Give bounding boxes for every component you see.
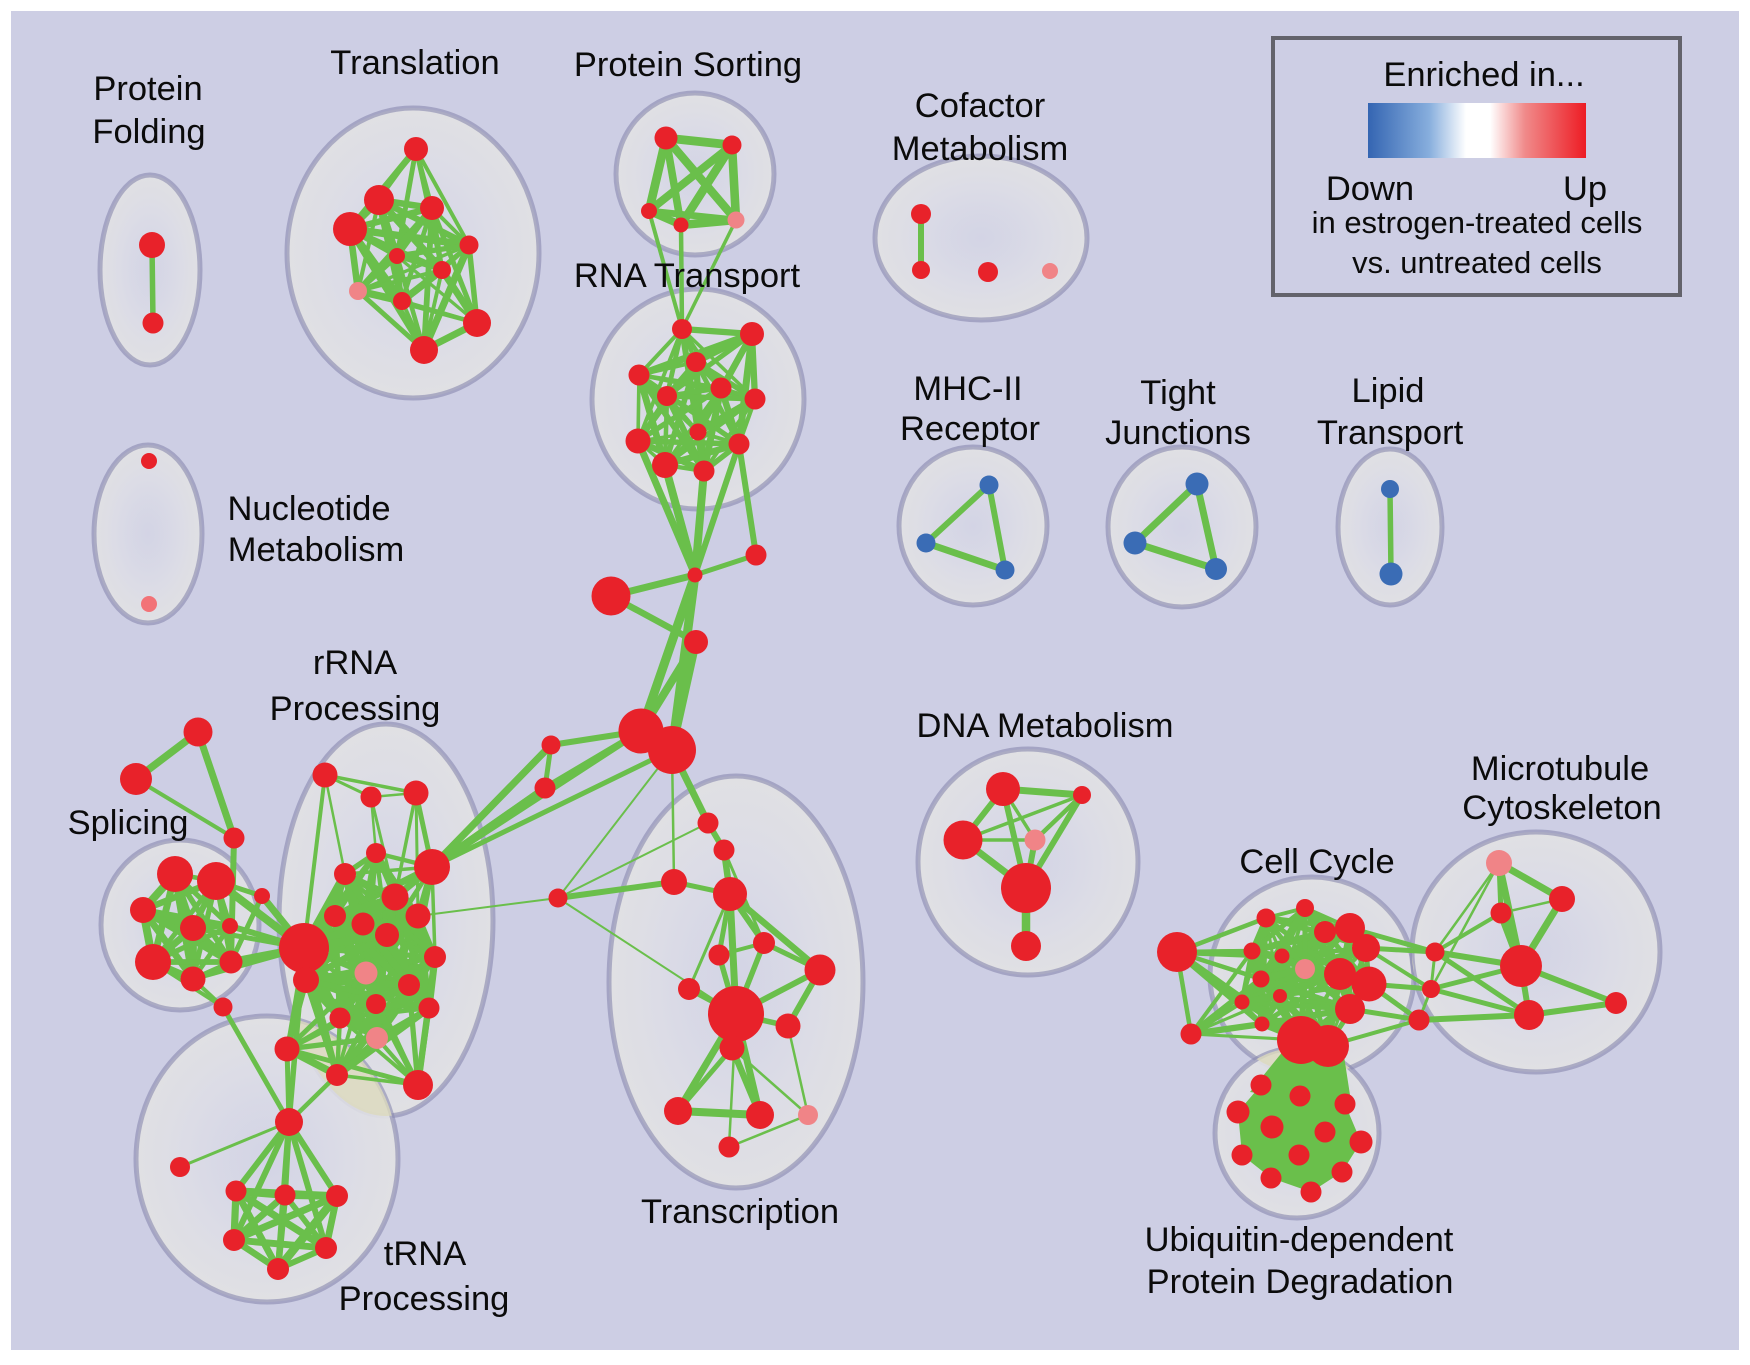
svg-text:Ubiquitin-dependent: Ubiquitin-dependent bbox=[1145, 1221, 1454, 1259]
svg-text:Splicing: Splicing bbox=[68, 804, 189, 842]
svg-text:Nucleotide: Nucleotide bbox=[227, 490, 390, 528]
svg-text:Metabolism: Metabolism bbox=[892, 130, 1068, 168]
svg-text:Protein Degradation: Protein Degradation bbox=[1147, 1263, 1454, 1301]
svg-text:Transcription: Transcription bbox=[641, 1193, 839, 1231]
svg-text:Processing: Processing bbox=[339, 1280, 510, 1318]
svg-text:Metabolism: Metabolism bbox=[228, 531, 404, 569]
svg-text:Microtubule: Microtubule bbox=[1471, 750, 1649, 788]
svg-text:DNA Metabolism: DNA Metabolism bbox=[917, 707, 1174, 745]
svg-text:vs. untreated cells: vs. untreated cells bbox=[1352, 245, 1602, 280]
svg-text:Folding: Folding bbox=[92, 113, 205, 151]
svg-text:tRNA: tRNA bbox=[384, 1235, 466, 1273]
svg-text:Down: Down bbox=[1326, 170, 1414, 208]
svg-text:Enriched in...: Enriched in... bbox=[1383, 56, 1584, 94]
svg-text:Cytoskeleton: Cytoskeleton bbox=[1462, 789, 1661, 827]
svg-text:Cell Cycle: Cell Cycle bbox=[1239, 843, 1394, 881]
svg-text:Translation: Translation bbox=[330, 44, 499, 82]
svg-text:Up: Up bbox=[1563, 170, 1607, 208]
svg-text:rRNA: rRNA bbox=[313, 644, 397, 682]
svg-text:Protein Sorting: Protein Sorting bbox=[574, 46, 802, 84]
svg-text:Receptor: Receptor bbox=[900, 410, 1040, 448]
svg-text:Cofactor: Cofactor bbox=[915, 87, 1045, 125]
svg-text:Processing: Processing bbox=[270, 690, 441, 728]
svg-text:Transport: Transport bbox=[1317, 414, 1464, 452]
svg-text:MHC-II: MHC-II bbox=[913, 370, 1022, 408]
svg-text:Tight: Tight bbox=[1140, 374, 1216, 412]
svg-text:Lipid: Lipid bbox=[1352, 372, 1425, 410]
svg-text:RNA Transport: RNA Transport bbox=[574, 257, 801, 295]
svg-text:Protein: Protein bbox=[93, 70, 202, 108]
svg-text:in estrogen-treated cells: in estrogen-treated cells bbox=[1312, 205, 1643, 240]
svg-text:Junctions: Junctions bbox=[1105, 414, 1251, 452]
